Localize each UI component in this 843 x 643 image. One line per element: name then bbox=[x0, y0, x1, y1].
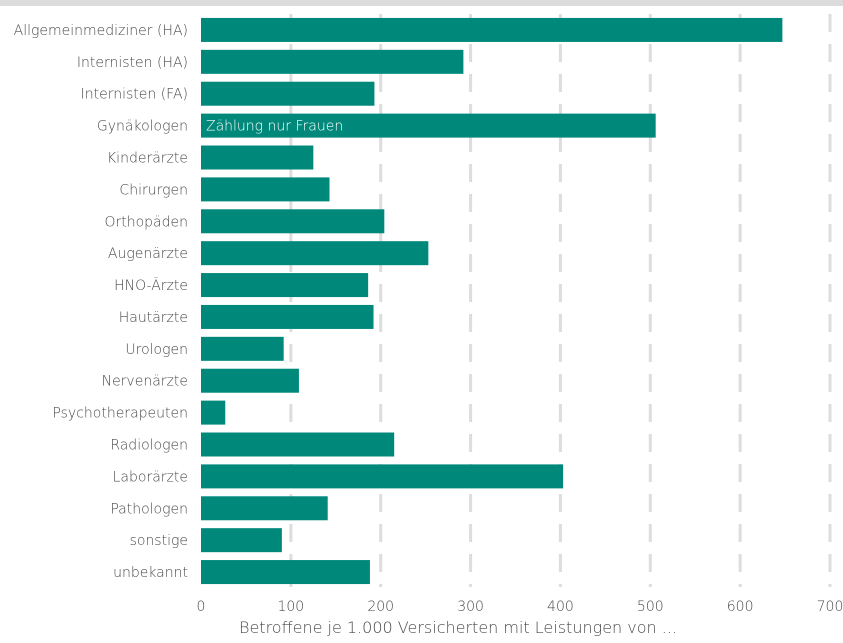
bar-1 bbox=[201, 49, 464, 74]
annotations: Zählung nur Frauen bbox=[206, 119, 343, 135]
category-label-4: Kinderärzte bbox=[107, 151, 188, 167]
category-label-7: Augenärzte bbox=[108, 246, 188, 262]
category-label-8: HNO-Ärzte bbox=[114, 277, 188, 294]
bar-0 bbox=[201, 17, 783, 42]
category-label-5: Chirurgen bbox=[119, 182, 188, 198]
bar-6 bbox=[201, 209, 385, 234]
category-label-15: Pathologen bbox=[110, 501, 188, 517]
bar-2 bbox=[201, 81, 375, 106]
category-label-6: Orthopäden bbox=[104, 214, 188, 230]
category-label-11: Nervenärzte bbox=[102, 374, 188, 390]
bar-5 bbox=[201, 177, 330, 202]
bar-11 bbox=[201, 368, 299, 393]
category-label-9: Hautärzte bbox=[119, 310, 188, 326]
bar-8 bbox=[201, 273, 369, 298]
bar-9 bbox=[201, 304, 374, 329]
top-band bbox=[0, 0, 843, 6]
x-tick-label-100: 100 bbox=[277, 599, 304, 615]
bar-10 bbox=[201, 336, 284, 361]
x-tick-labels: 0 100 200 300 400 500 600 700 bbox=[197, 599, 843, 615]
bar-7 bbox=[201, 241, 429, 266]
x-tick-label-0: 0 bbox=[197, 599, 206, 615]
bar-14 bbox=[201, 464, 564, 489]
x-tick-label-300: 300 bbox=[457, 599, 484, 615]
category-label-10: Urologen bbox=[125, 342, 188, 358]
category-label-16: sonstige bbox=[130, 533, 188, 549]
category-label-14: Laborärzte bbox=[113, 469, 188, 485]
x-tick-label-700: 700 bbox=[817, 599, 843, 615]
category-label-13: Radiologen bbox=[110, 438, 188, 454]
grid-lines bbox=[289, 14, 832, 587]
category-label-12: Psychotherapeuten bbox=[52, 406, 188, 422]
category-label-0: Allgemeinmediziner (HA) bbox=[14, 23, 188, 39]
bar-12 bbox=[201, 400, 226, 425]
x-tick-label-600: 600 bbox=[727, 599, 754, 615]
x-tick-label-500: 500 bbox=[637, 599, 664, 615]
x-tick-label-200: 200 bbox=[367, 599, 394, 615]
bar-13 bbox=[201, 432, 395, 457]
bar-17 bbox=[201, 560, 370, 585]
bar-15 bbox=[201, 496, 328, 521]
bars bbox=[201, 17, 783, 585]
x-tick-label-400: 400 bbox=[547, 599, 574, 615]
bar-annotation-0: Zählung nur Frauen bbox=[206, 119, 343, 135]
category-label-2: Internisten (FA) bbox=[81, 87, 188, 103]
category-label-3: Gynäkologen bbox=[97, 119, 188, 135]
category-label-17: unbekannt bbox=[113, 565, 188, 581]
category-label-1: Internisten (HA) bbox=[77, 55, 188, 71]
bar-4 bbox=[201, 145, 314, 170]
category-labels: Allgemeinmediziner (HA) Internisten (HA) I… bbox=[14, 23, 188, 581]
x-axis-title: Betroffene je 1.000 Versicherten mit Lei… bbox=[239, 618, 677, 637]
bar-16 bbox=[201, 528, 282, 553]
bar-3 bbox=[201, 113, 656, 138]
